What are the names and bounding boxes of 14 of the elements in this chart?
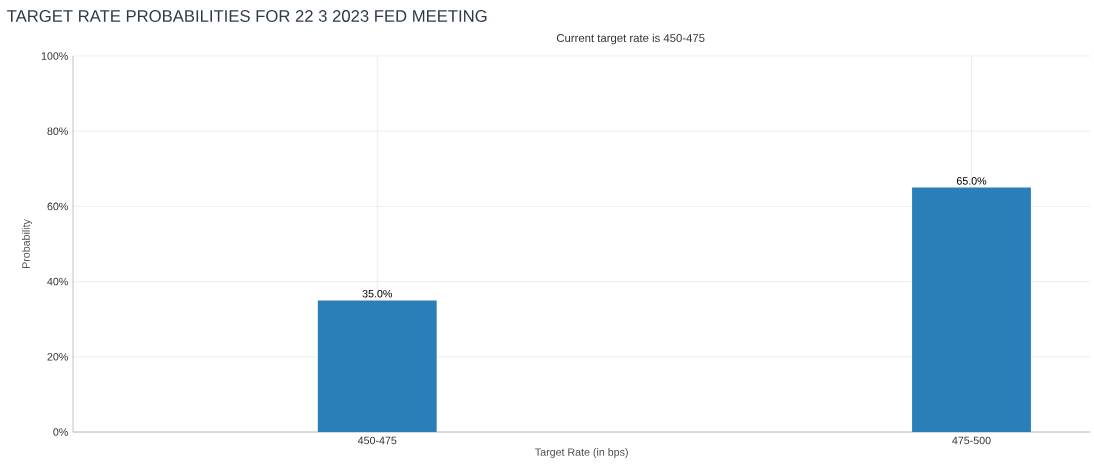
y-tick-label: 100%: [41, 52, 68, 60]
y-tick-label: 40%: [47, 277, 68, 286]
chart-title: TARGET RATE PROBABILITIES FOR 22 3 2023 FED MEETING: [7, 10, 487, 22]
y-tick-label: 60%: [47, 202, 68, 211]
y-axis-title: Probability: [21, 219, 32, 269]
data-label: 65.0%: [956, 177, 987, 185]
x-axis-title: Target Rate (in bps): [535, 448, 628, 458]
x-tick-label: 450-475: [357, 436, 397, 445]
x-tick-label: 475-500: [952, 436, 991, 445]
y-tick-label: 0%: [53, 428, 68, 436]
data-label: 35.0%: [362, 289, 392, 298]
chart-subtitle: Current target rate is 450-475: [556, 33, 705, 45]
y-tick-label: 80%: [47, 127, 68, 135]
y-tick-label: 20%: [47, 353, 68, 361]
